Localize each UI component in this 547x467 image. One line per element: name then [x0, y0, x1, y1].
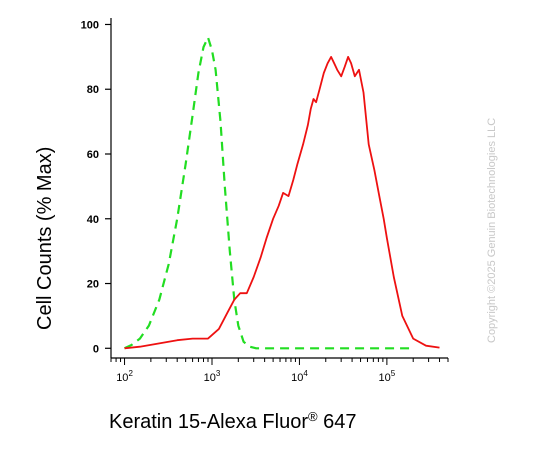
y-tick-label: 0 [93, 343, 99, 355]
y-tick-label: 60 [87, 149, 99, 161]
x-axis-label: Keratin 15-Alexa Fluor® 647 [109, 409, 357, 434]
axes [110, 18, 448, 359]
y-tick-label: 100 [81, 19, 99, 31]
x-axis-label-suffix: 647 [317, 411, 357, 433]
series-line-2 [124, 56, 440, 350]
x-tick-label: 102 [116, 369, 133, 384]
y-tick-label: 20 [87, 279, 99, 291]
plot-lines [124, 36, 440, 350]
y-ticks: 0 20 40 60 80 100 [81, 19, 111, 355]
series-line-1 [124, 36, 414, 350]
x-tick-label: 105 [379, 369, 396, 384]
x-tick-label: 103 [204, 369, 221, 384]
y-tick-label: 40 [87, 214, 99, 226]
copyright-watermark: Copyright ©2025 Genuin Biotechnologies L… [486, 117, 498, 343]
y-axis-label: Cell Counts (% Max) [34, 146, 56, 330]
x-axis-label-registered: ® [307, 409, 318, 424]
x-ticks: 102 103 104 105 [110, 358, 449, 384]
y-tick-label: 80 [87, 84, 99, 96]
x-axis-label-main: Keratin 15-Alexa Fluor [109, 411, 308, 433]
x-tick-label: 104 [291, 369, 308, 384]
